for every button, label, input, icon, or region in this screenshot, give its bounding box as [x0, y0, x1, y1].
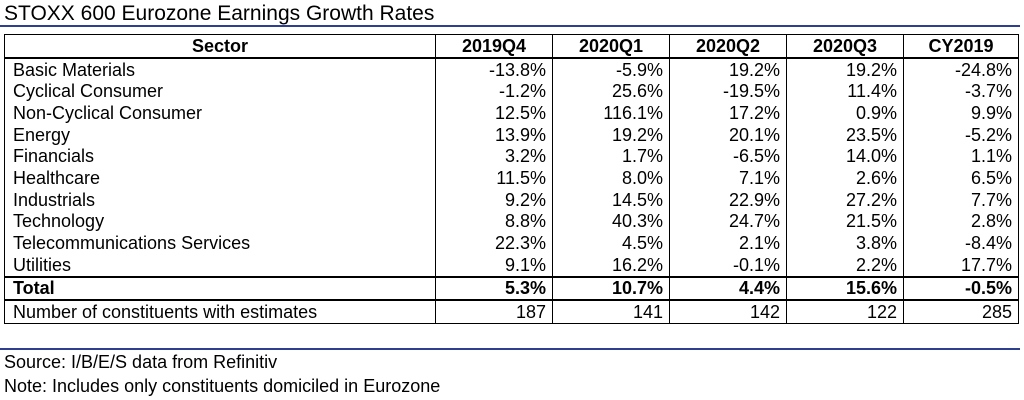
table-cell: 1.1% [903, 145, 1019, 168]
footer-notes: Source: I/B/E/S data from Refinitiv Note… [4, 350, 440, 398]
table-cell: 27.2% [786, 188, 904, 211]
table-cell: 1.7% [552, 145, 670, 168]
row-label: Number of constituents with estimates [4, 299, 436, 324]
table-row: Basic Materials -13.8% -5.9% 19.2% 19.2% -24.… [4, 57, 1019, 81]
table-cell: -0.5% [903, 275, 1019, 301]
row-label: Total [4, 275, 436, 301]
table-cell: -6.5% [669, 145, 787, 168]
table-cell: 19.2% [669, 57, 787, 81]
table-row: Financials 3.2% 1.7% -6.5% 14.0% 1.1% [4, 145, 1019, 168]
table-cell: 25.6% [552, 80, 670, 103]
table-row: Energy 13.9% 19.2% 20.1% 23.5% -5.2% [4, 123, 1019, 146]
table-row: Telecommunications Services 22.3% 4.5% 2.1%… [4, 232, 1019, 254]
table-cell: 8.0% [552, 167, 670, 189]
table-cell: 122 [786, 299, 904, 324]
table-cell: 13.9% [435, 123, 553, 146]
bottom-rule [0, 348, 1020, 350]
table-row: Technology 8.8% 40.3% 24.7% 21.5% 2.8% [4, 210, 1019, 233]
table-cell: 3.8% [786, 232, 904, 254]
table-cell: 2.1% [669, 232, 787, 254]
row-label: Non-Cyclical Consumer [4, 102, 436, 124]
table-cell: 11.4% [786, 80, 904, 103]
row-label: Financials [4, 145, 436, 168]
table-cell: 11.5% [435, 167, 553, 189]
table-cell: 6.5% [903, 167, 1019, 189]
table-cell: 3.2% [435, 145, 553, 168]
column-header-2020q1: 2020Q1 [552, 33, 670, 59]
table-cell: 40.3% [552, 210, 670, 233]
table-cell: 14.0% [786, 145, 904, 168]
table-cell: -8.4% [903, 232, 1019, 254]
table-body: Basic Materials -13.8% -5.9% 19.2% 19.2% -24.… [4, 57, 1019, 324]
row-label: Cyclical Consumer [4, 80, 436, 103]
row-label: Healthcare [4, 167, 436, 189]
table-cell: 4.5% [552, 232, 670, 254]
table-cell: 2.8% [903, 210, 1019, 233]
table-header-row: Sector 2019Q4 2020Q1 2020Q2 2020Q3 CY2019 [4, 33, 1019, 59]
table-cell: 16.2% [552, 253, 670, 277]
constituents-count-row: Number of constituents with estimates 187… [4, 299, 1019, 324]
scope-note: Note: Includes only constituents domicil… [4, 376, 441, 396]
top-rule [0, 25, 1020, 27]
table-cell: 17.7% [903, 253, 1019, 277]
table-cell: -13.8% [435, 57, 553, 81]
table-cell: 17.2% [669, 102, 787, 124]
earnings-growth-table: Sector 2019Q4 2020Q1 2020Q2 2020Q3 CY2019 Bas… [4, 33, 1019, 324]
column-header-cy2019: CY2019 [903, 33, 1019, 59]
row-label: Basic Materials [4, 57, 436, 81]
table-cell: 5.3% [435, 275, 553, 301]
table-cell: -5.2% [903, 123, 1019, 146]
table-cell: 20.1% [669, 123, 787, 146]
table-row: Industrials 9.2% 14.5% 22.9% 27.2% 7.7% [4, 188, 1019, 211]
table-cell: 22.9% [669, 188, 787, 211]
table-row: Utilities 9.1% 16.2% -0.1% 2.2% 17.7% [4, 253, 1019, 277]
table-cell: 8.8% [435, 210, 553, 233]
page-title: STOXX 600 Eurozone Earnings Growth Rates [4, 2, 435, 25]
table-cell: -19.5% [669, 80, 787, 103]
table-cell: 9.9% [903, 102, 1019, 124]
table-cell: 4.4% [669, 275, 787, 301]
table-cell: 14.5% [552, 188, 670, 211]
source-note: Source: I/B/E/S data from Refinitiv [4, 352, 278, 372]
table-row: Healthcare 11.5% 8.0% 7.1% 2.6% 6.5% [4, 167, 1019, 189]
table-cell: 116.1% [552, 102, 670, 124]
table-cell: 7.7% [903, 188, 1019, 211]
row-label: Energy [4, 123, 436, 146]
row-label: Industrials [4, 188, 436, 211]
table-cell: 9.2% [435, 188, 553, 211]
table-cell: 23.5% [786, 123, 904, 146]
table-row: Cyclical Consumer -1.2% 25.6% -19.5% 11.4% -3… [4, 80, 1019, 103]
column-header-2020q3: 2020Q3 [786, 33, 904, 59]
table-cell: 2.2% [786, 253, 904, 277]
table-cell: 187 [435, 299, 553, 324]
table-cell: 142 [669, 299, 787, 324]
row-label: Technology [4, 210, 436, 233]
table-cell: 7.1% [669, 167, 787, 189]
row-label: Utilities [4, 253, 436, 277]
table-cell: 15.6% [786, 275, 904, 301]
table-cell: 12.5% [435, 102, 553, 124]
table-cell: 0.9% [786, 102, 904, 124]
column-header-2019q4: 2019Q4 [435, 33, 553, 59]
row-label: Telecommunications Services [4, 232, 436, 254]
table-cell: 21.5% [786, 210, 904, 233]
table-cell: -1.2% [435, 80, 553, 103]
table-cell: 141 [552, 299, 670, 324]
table-cell: 19.2% [552, 123, 670, 146]
table-cell: 24.7% [669, 210, 787, 233]
table-cell: -3.7% [903, 80, 1019, 103]
table-cell: 2.6% [786, 167, 904, 189]
table-cell: -5.9% [552, 57, 670, 81]
table-cell: 10.7% [552, 275, 670, 301]
table-cell: 285 [903, 299, 1019, 324]
column-header-sector: Sector [4, 33, 436, 59]
table-cell: -0.1% [669, 253, 787, 277]
table-cell: 22.3% [435, 232, 553, 254]
table-cell: -24.8% [903, 57, 1019, 81]
total-row: Total 5.3% 10.7% 4.4% 15.6% -0.5% [4, 275, 1019, 301]
table-cell: 19.2% [786, 57, 904, 81]
table-cell: 9.1% [435, 253, 553, 277]
table-row: Non-Cyclical Consumer 12.5% 116.1% 17.2% 0.9… [4, 102, 1019, 124]
column-header-2020q2: 2020Q2 [669, 33, 787, 59]
